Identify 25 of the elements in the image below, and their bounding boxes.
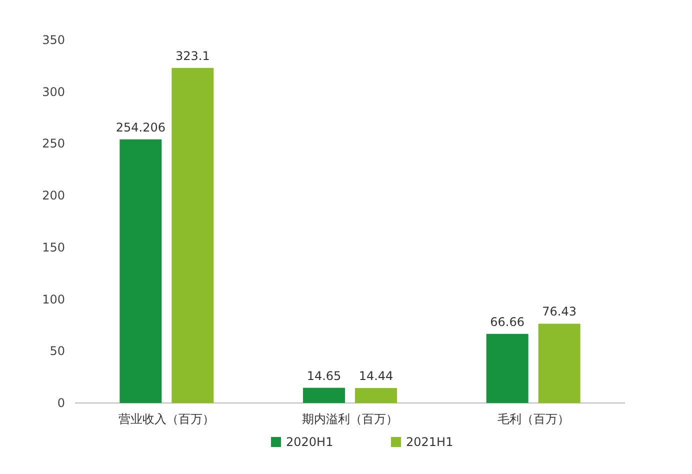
bar	[486, 334, 528, 403]
data-label: 323.1	[175, 48, 210, 63]
x-tick-label: 期内溢利（百万）	[302, 412, 398, 426]
y-tick-label: 200	[42, 188, 65, 203]
bar	[303, 388, 345, 403]
legend-label: 2021H1	[406, 435, 454, 449]
y-tick-label: 100	[42, 292, 65, 306]
legend-label: 2020H1	[286, 435, 334, 449]
bar	[120, 139, 162, 403]
x-tick-label: 毛利（百万）	[497, 412, 570, 426]
data-label: 66.66	[490, 314, 525, 329]
y-tick-label: 50	[50, 344, 65, 358]
y-tick-label: 350	[42, 33, 65, 47]
data-label: 14.44	[358, 369, 394, 384]
x-tick-label: 营业收入（百万）	[118, 412, 215, 426]
y-tick-label: 0	[57, 396, 65, 410]
y-tick-label: 250	[42, 136, 65, 151]
data-label: 254.206	[116, 120, 166, 134]
data-label: 76.43	[542, 304, 577, 319]
y-tick-label: 150	[42, 240, 65, 254]
data-label: 14.65	[306, 368, 342, 383]
y-tick-label: 300	[42, 84, 65, 99]
bar	[172, 68, 214, 403]
bar	[538, 324, 580, 403]
bar	[355, 388, 397, 403]
